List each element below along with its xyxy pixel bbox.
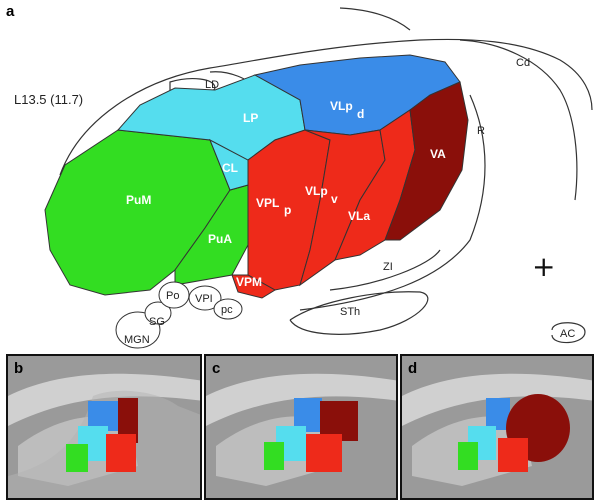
label-vplp-sub: p	[284, 203, 291, 217]
panel-c-image	[206, 356, 396, 498]
label-cl: CL	[222, 161, 238, 175]
label-r: R	[477, 125, 485, 137]
b-green	[66, 444, 88, 472]
region-va	[384, 81, 469, 241]
label-pua: PuA	[208, 232, 232, 246]
atlas-diagram: a L13.5 (11.7) LD LP VLp d VA R Cd CL Pu…	[6, 3, 593, 349]
label-lp: LP	[243, 111, 258, 125]
panel-b-image	[8, 356, 200, 498]
label-vlpd-sub: d	[357, 107, 364, 121]
panel-d: d	[400, 354, 594, 500]
panel-b-label: b	[14, 360, 24, 377]
panel-a-label: a	[6, 3, 15, 20]
label-vla: VLa	[348, 209, 370, 223]
panel-d-image	[402, 356, 592, 498]
label-vpi: VPI	[195, 293, 213, 305]
nucleus-sg	[144, 301, 172, 325]
cross-symbol: +	[532, 250, 555, 283]
label-va: VA	[430, 147, 446, 161]
label-sg: SG	[149, 316, 165, 328]
outline-lines	[59, 7, 593, 344]
label-ld: LD	[205, 79, 219, 91]
level-label: L13.5 (11.7)	[14, 92, 83, 107]
region-vpm	[231, 274, 276, 299]
c-red	[306, 434, 342, 472]
label-zi: ZI	[383, 261, 393, 273]
b-darkred	[118, 398, 138, 443]
label-vpm: VPM	[236, 275, 262, 289]
label-vplp: VPL	[256, 196, 279, 210]
label-po: Po	[166, 290, 179, 302]
label-cd: Cd	[516, 57, 530, 69]
label-vlpd: VLp	[330, 99, 353, 113]
label-vlpv: VLp	[305, 184, 328, 198]
d-red	[498, 438, 528, 472]
panel-d-label: d	[408, 360, 418, 377]
label-vlpv-sub: v	[331, 192, 338, 206]
nucleus-vpi	[188, 285, 222, 311]
label-sth: STh	[340, 306, 360, 318]
label-pum: PuM	[126, 193, 151, 207]
panel-c: c	[204, 354, 398, 500]
c-green	[264, 442, 284, 470]
small-nuclei	[115, 281, 243, 349]
panel-c-label: c	[212, 360, 221, 377]
label-ac: AC	[560, 328, 575, 340]
label-pc: pc	[221, 304, 233, 316]
d-green	[458, 442, 478, 470]
nucleus-pc	[213, 298, 243, 320]
b-red	[106, 434, 136, 472]
panel-b: b	[6, 354, 202, 500]
label-mgn: MGN	[124, 334, 150, 346]
d-blue	[486, 398, 510, 430]
